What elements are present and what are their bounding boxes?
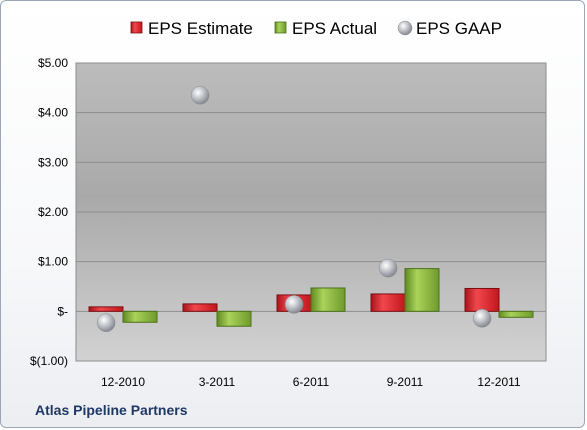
- y-tick-label: $(1.00): [30, 354, 68, 368]
- eps-gaap-marker: [96, 313, 116, 333]
- eps-gaap-marker: [472, 309, 492, 328]
- eps-estimate-bar: [464, 287, 500, 312]
- legend-label: EPS GAAP: [416, 19, 502, 38]
- eps-actual-bar: [404, 268, 440, 312]
- y-tick-label: $5.00: [38, 56, 68, 70]
- eps-gaap-marker: [284, 295, 304, 314]
- legend-swatch-actual: [274, 21, 287, 34]
- eps-gaap-marker: [190, 86, 210, 105]
- legend-swatch-gaap: [397, 20, 413, 36]
- eps-estimate-bar: [182, 303, 218, 312]
- y-tick-label: $4.00: [38, 106, 68, 120]
- eps-estimate-bar: [88, 306, 124, 312]
- legend-label: EPS Actual: [292, 19, 377, 38]
- y-tick-label: $1.00: [38, 255, 68, 269]
- legend-label: EPS Estimate: [148, 19, 253, 38]
- eps-actual-bar: [498, 310, 534, 318]
- legend-swatch-estimate: [130, 21, 143, 34]
- legend: EPS Estimate EPS Actual EPS GAAP: [130, 19, 502, 38]
- gaap-markers: [96, 86, 492, 333]
- eps-estimate-bar: [370, 293, 406, 312]
- x-tick-label: 9-2011: [387, 375, 424, 389]
- company-label: Atlas Pipeline Partners: [35, 402, 188, 418]
- x-tick-label: 12-2011: [477, 375, 520, 389]
- eps-gaap-marker: [378, 258, 398, 278]
- y-tick-label: $2.00: [38, 205, 68, 219]
- y-tick-label: $3.00: [38, 155, 68, 169]
- x-tick-label: 12-2010: [101, 375, 145, 389]
- y-tick-label: $-: [57, 304, 68, 318]
- x-tick-label: 3-2011: [199, 375, 236, 389]
- eps-actual-bar: [122, 310, 158, 323]
- eps-actual-bar: [310, 287, 346, 312]
- axes: $(1.00) $- $1.00 $2.00 $3.00 $4.00 $5.00 12-201…: [30, 56, 521, 389]
- eps-actual-bar: [216, 310, 252, 327]
- x-tick-label: 6-2011: [293, 375, 330, 389]
- bars: [88, 268, 534, 327]
